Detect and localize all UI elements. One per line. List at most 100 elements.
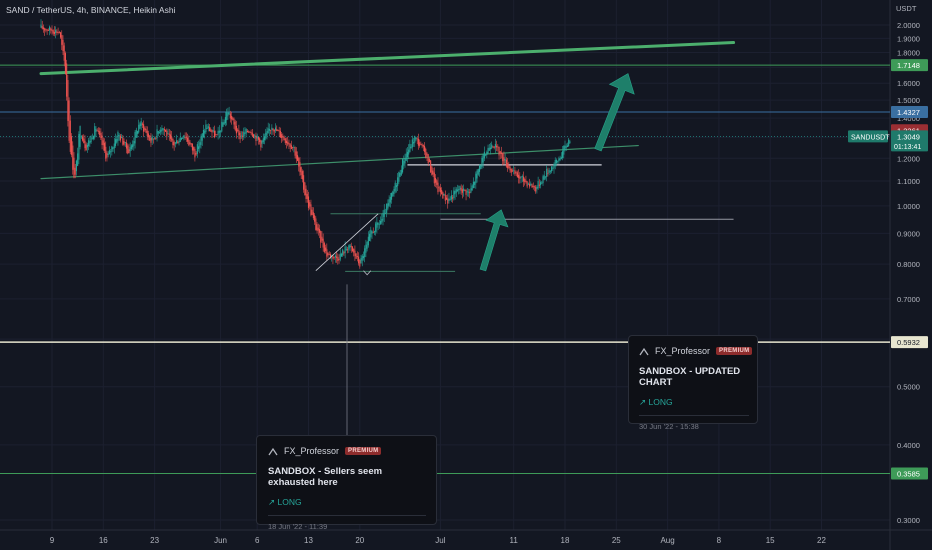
candle-body [408, 149, 410, 155]
candle-body [136, 131, 139, 134]
candle-body [500, 152, 503, 155]
candle-body [537, 181, 539, 189]
candle-body [111, 146, 113, 152]
candle-body [81, 136, 84, 141]
candle-body [221, 121, 223, 132]
premium-badge: PREMIUM [716, 347, 753, 355]
candle-body [179, 137, 181, 142]
candle-body [311, 209, 313, 215]
candle-body [255, 135, 257, 141]
idea-card-1[interactable]: FX_Professor PREMIUM SANDBOX - Sellers s… [256, 435, 437, 531]
candle-body [503, 157, 505, 164]
candle-body [274, 127, 277, 131]
candle-body [489, 147, 492, 150]
idea-card-2[interactable]: FX_Professor PREMIUM SANDBOX - UPDATED C… [628, 335, 758, 431]
candle-body [531, 184, 533, 188]
candle-body [97, 130, 99, 132]
candle-body [63, 45, 65, 61]
candle-body [198, 146, 200, 150]
candle-body [66, 63, 68, 97]
candle-body [320, 230, 322, 243]
candle-body [106, 152, 108, 158]
candle-body [548, 169, 550, 174]
candle-body [42, 27, 44, 30]
time-tick-label: 25 [612, 536, 621, 545]
candle-body [478, 165, 481, 172]
candle-body [90, 136, 92, 143]
candle-body [380, 220, 382, 224]
candle-body [431, 166, 433, 175]
candle-body [402, 159, 404, 173]
candle-body [281, 134, 283, 138]
candle-body [456, 189, 459, 191]
candle-body [105, 146, 107, 159]
price-tick-label: 1.0000 [897, 202, 920, 211]
candle-body [254, 135, 256, 137]
candle-body [156, 129, 158, 139]
candle-body [425, 148, 427, 158]
idea-author: FX_Professor [284, 446, 340, 456]
candle-body [299, 162, 301, 173]
long-trendline [39, 41, 736, 76]
candle-body [328, 254, 330, 255]
candle-body [128, 149, 130, 154]
candle-body [471, 185, 473, 191]
candle-body [285, 140, 288, 143]
candle-body [318, 229, 321, 233]
price-tag-label: 1.7148 [897, 61, 920, 70]
candle-body [58, 32, 60, 33]
candle-body [442, 192, 444, 199]
candle-body [260, 140, 262, 148]
candle-body [271, 127, 273, 130]
candle-body [212, 130, 214, 132]
candle-body [202, 129, 205, 138]
candle-body [200, 136, 202, 145]
candle-body [347, 249, 349, 251]
candle-body [246, 130, 248, 133]
candle-body [394, 182, 396, 192]
candle-body [132, 144, 134, 148]
candle-body [296, 155, 299, 161]
candle-body [94, 126, 96, 138]
candle-body [245, 128, 247, 134]
candle-body [163, 128, 165, 131]
candle-body [465, 189, 467, 195]
candle-body [477, 169, 479, 175]
candle-body [358, 256, 360, 264]
candle-body [239, 132, 241, 140]
candle-body [472, 181, 474, 188]
symbol-header: SAND / TetherUS, 4h, BINANCE, Heikin Ash… [6, 5, 175, 15]
candle-body [215, 133, 217, 135]
candle-body [267, 128, 269, 134]
candle-body [276, 129, 278, 131]
candle-body [204, 130, 206, 134]
candle-body [560, 156, 562, 160]
candle-body [338, 259, 340, 261]
candle-body [157, 130, 159, 134]
candle-body [91, 138, 93, 140]
candle-body [201, 133, 203, 141]
time-tick-label: 8 [717, 536, 722, 545]
candle-body [45, 29, 47, 31]
candle-body [399, 172, 401, 177]
candle-body [149, 135, 151, 141]
candle-body [348, 245, 350, 250]
candle-body [359, 259, 361, 267]
candle-body [444, 194, 446, 201]
candle-body [445, 197, 448, 200]
candle-body [121, 136, 123, 139]
candle-body [122, 137, 124, 145]
candle-body [266, 131, 268, 136]
price-tag-label: 0.3585 [897, 470, 920, 479]
candle-body [475, 173, 477, 184]
level-price-tag: 1.7148 [891, 59, 928, 72]
candle-body [430, 160, 432, 173]
candle-body [114, 139, 117, 146]
candle-body [414, 135, 416, 143]
card-divider [639, 415, 749, 416]
candle-body [549, 171, 551, 173]
level-price-tag: 1.4327 [891, 106, 928, 119]
candle-body [240, 135, 242, 137]
time-tick-label: 18 [561, 536, 570, 545]
